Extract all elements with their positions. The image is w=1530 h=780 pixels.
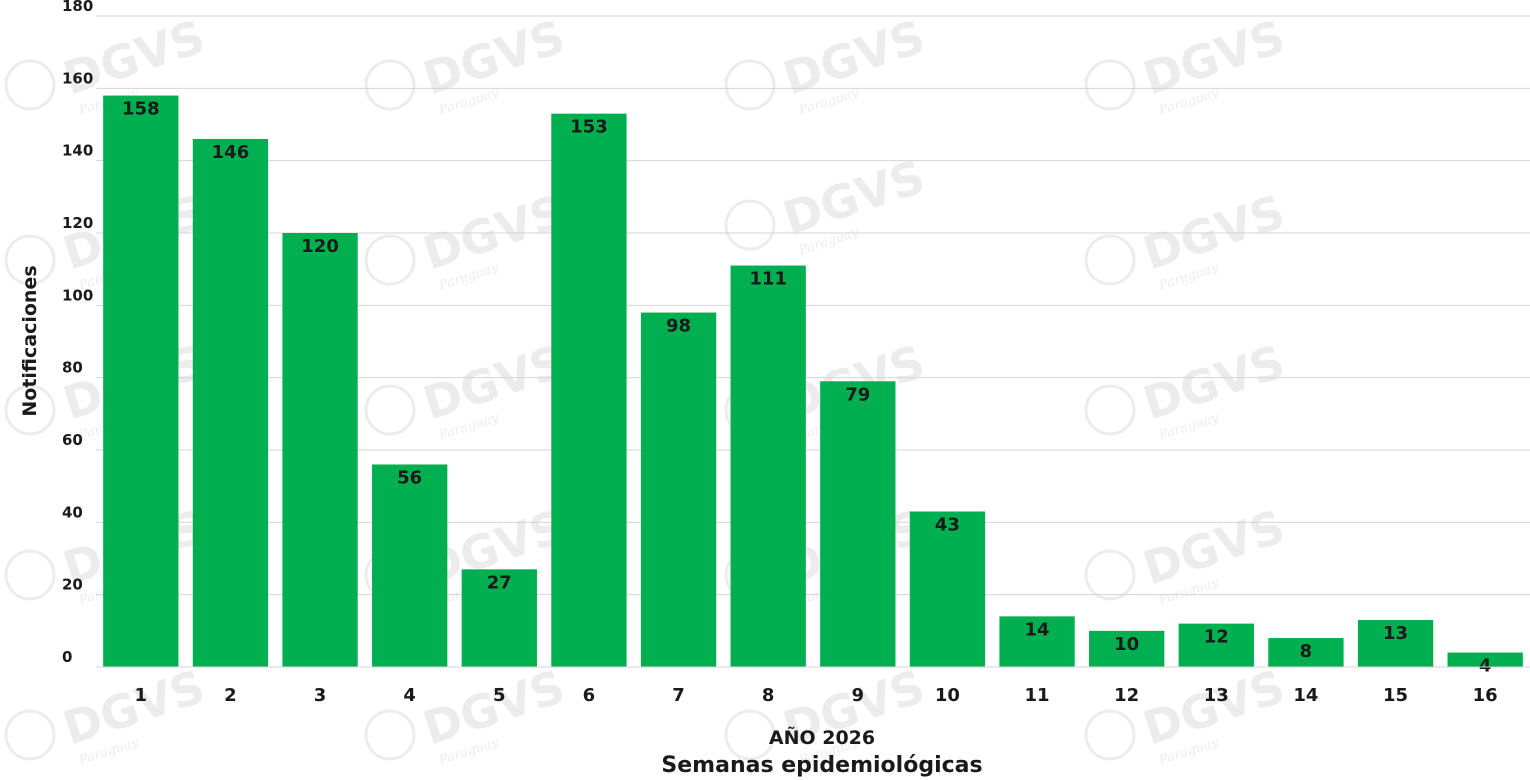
data-label: 13 <box>1383 623 1408 644</box>
globe-icon <box>364 384 416 436</box>
data-label: 79 <box>845 384 870 405</box>
data-label: 12 <box>1204 627 1229 648</box>
x-tick-label: 9 <box>852 685 865 706</box>
y-tick-label: 180 <box>62 0 93 15</box>
y-tick-label: 60 <box>62 431 83 449</box>
bar <box>1268 638 1344 667</box>
bar <box>1357 619 1434 667</box>
y-axis-ticks: 0 20 40 60 80 100 120 140 160 180 <box>62 0 93 666</box>
globe-icon <box>724 199 776 251</box>
x-tick-label: 8 <box>762 685 775 706</box>
globe-icon <box>1084 709 1136 761</box>
x-tick-label: 2 <box>224 685 237 706</box>
bar <box>192 138 269 667</box>
globe-icon <box>4 234 56 286</box>
y-tick-label: 120 <box>62 214 93 232</box>
x-tick-label: 7 <box>672 685 685 706</box>
globe-icon <box>364 709 416 761</box>
data-label: 10 <box>1114 634 1139 655</box>
x-tick-label: 1 <box>135 685 148 706</box>
globe-icon <box>4 709 56 761</box>
data-label: 158 <box>122 99 160 120</box>
globe-icon <box>1084 59 1136 111</box>
y-tick-label: 20 <box>62 576 83 594</box>
data-label: 27 <box>487 572 512 593</box>
bar <box>282 233 358 667</box>
data-label: 146 <box>212 142 250 163</box>
globe-icon <box>4 549 56 601</box>
data-label: 56 <box>397 467 422 488</box>
bar <box>999 616 1075 667</box>
data-label: 8 <box>1300 641 1313 662</box>
bar <box>730 265 806 667</box>
y-tick-label: 100 <box>62 286 93 304</box>
x-tick-label: 14 <box>1293 685 1318 706</box>
x-axis-title-year: AÑO 2026 <box>769 725 875 749</box>
globe-icon <box>4 59 56 111</box>
globe-icon <box>1084 549 1136 601</box>
x-tick-label: 5 <box>493 685 506 706</box>
data-labels: 158 146 120 56 27 153 98 111 79 43 14 10 12 8 13 4 <box>122 99 1491 677</box>
data-label: 4 <box>1479 656 1492 677</box>
y-tick-label: 80 <box>62 359 83 377</box>
data-label: 43 <box>935 514 960 535</box>
x-tick-label: 15 <box>1383 685 1408 706</box>
bar <box>1089 630 1165 667</box>
globe-icon <box>364 234 416 286</box>
y-tick-label: 160 <box>62 69 93 87</box>
globe-icon <box>724 709 776 761</box>
x-axis-ticks: 1 2 3 4 5 6 7 8 9 10 11 12 13 14 15 16 <box>135 685 1498 706</box>
bar <box>909 511 986 667</box>
bar <box>640 312 717 667</box>
bar <box>551 113 627 667</box>
bar <box>1447 652 1523 667</box>
x-tick-label: 10 <box>935 685 960 706</box>
bar <box>103 95 179 668</box>
bar <box>461 569 537 667</box>
globe-icon <box>1084 234 1136 286</box>
data-label: 14 <box>1025 619 1050 640</box>
x-tick-label: 3 <box>314 685 327 706</box>
x-tick-label: 13 <box>1204 685 1229 706</box>
x-tick-label: 6 <box>583 685 596 706</box>
x-tick-label: 11 <box>1025 685 1050 706</box>
data-label: 98 <box>666 316 691 337</box>
x-tick-label: 4 <box>403 685 416 706</box>
y-axis-title: Notificaciones <box>19 265 41 416</box>
x-tick-label: 16 <box>1473 685 1498 706</box>
data-label: 111 <box>749 269 787 290</box>
globe-icon <box>1084 384 1136 436</box>
data-label: 153 <box>570 117 608 138</box>
bar <box>372 464 448 667</box>
bar <box>1178 623 1254 667</box>
y-tick-label: 140 <box>62 142 93 160</box>
data-label: 120 <box>301 236 339 257</box>
x-tick-label: 12 <box>1114 685 1139 706</box>
globe-icon <box>4 384 56 436</box>
x-axis-title: Semanas epidemiológicas <box>661 753 982 778</box>
y-tick-label: 0 <box>62 648 72 666</box>
bars <box>103 95 1523 668</box>
bar <box>820 381 896 667</box>
y-tick-label: 40 <box>62 503 83 521</box>
globe-icon <box>364 59 416 111</box>
globe-icon <box>724 59 776 111</box>
